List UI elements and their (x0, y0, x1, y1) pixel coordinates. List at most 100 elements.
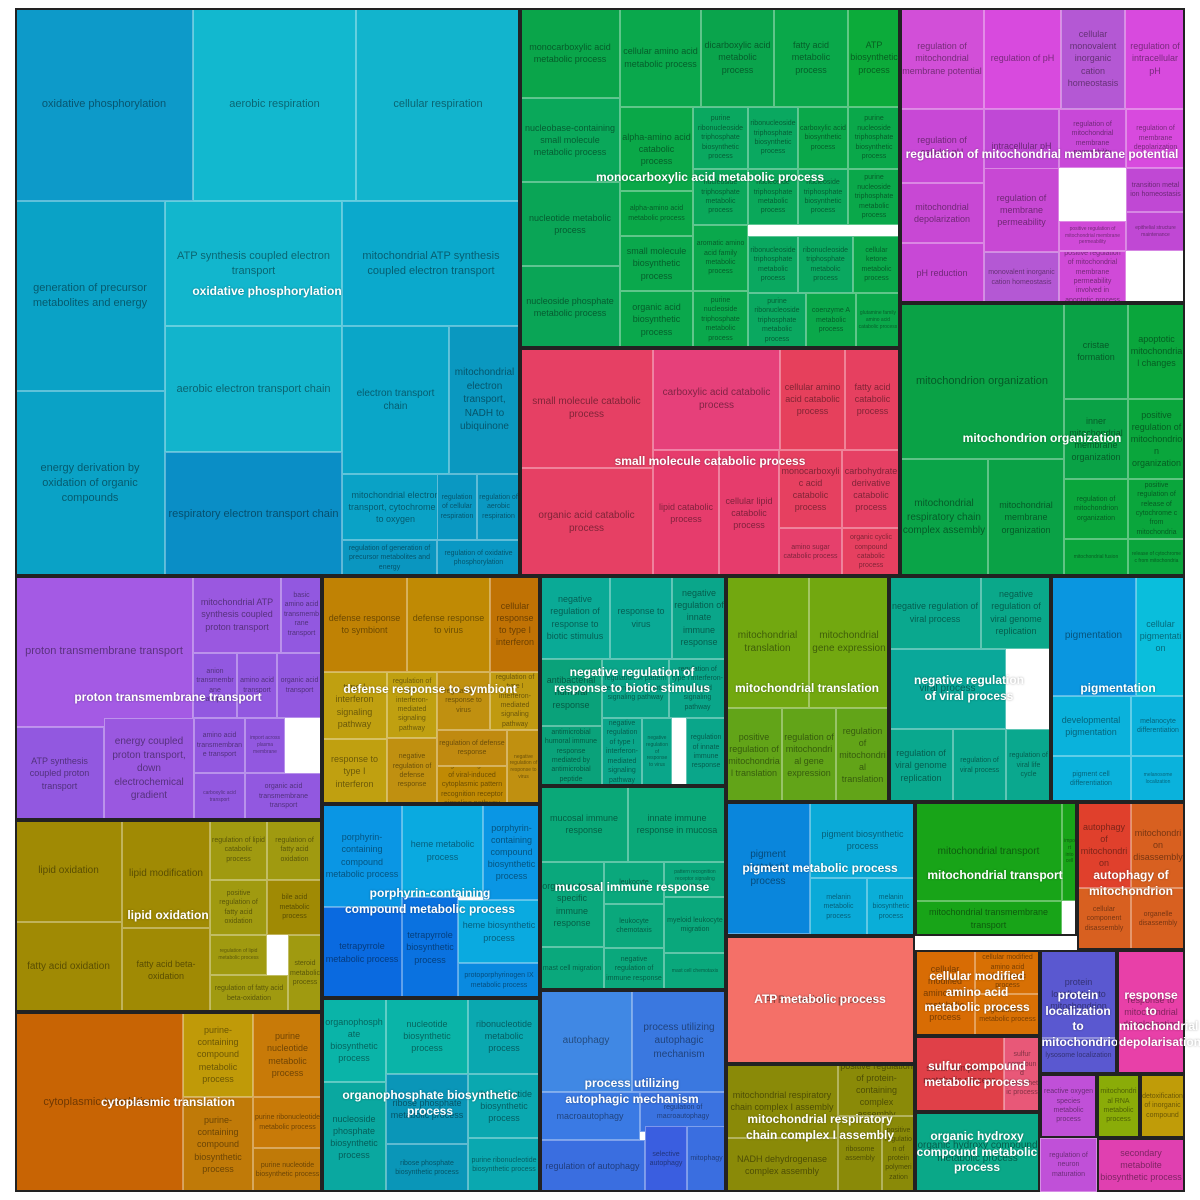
treemap-tile-fatty-acid-oxidation: fatty acid oxidation (15, 922, 122, 1012)
treemap-tile-fatty-acid-catabolic-process: fatty acid catabolic process (845, 348, 900, 450)
treemap-tile-mitochondrial-electron-transport-nadh-to-ubiquinone: mitochondrial electron transport, NADH t… (449, 326, 520, 474)
treemap-tile-fatty-acid-metabolic-process: fatty acid metabolic process (774, 8, 848, 107)
tile-label: ribose phosphate biosynthetic process (395, 1159, 459, 1176)
treemap-tile-cellular-modified-amino-acid-biosynthetic-process: cellular modified amino acid biosyntheti… (975, 950, 1040, 994)
tile-label: ribonucleoside triphosphate biosynthetic… (750, 120, 796, 156)
treemap-tile-bile-acid-metabolic-process: bile acid metabolic process (267, 880, 322, 935)
treemap-tile-alpha-amino-acid-metabolic-process: alpha-amino acid metabolic process (620, 191, 693, 236)
treemap-tile-negative-regulation-of-viral-genome-replication: negative regulation of viral genome repl… (981, 576, 1051, 649)
treemap-tile-pigment-biosynthetic-process: pigment biosynthetic process (810, 802, 915, 878)
treemap-tile-secondary-metabolite-biosynthetic-process: secondary metabolite biosynthetic proces… (1097, 1138, 1185, 1192)
treemap-tile-selective-autophagy: selective autophagy (645, 1126, 687, 1192)
tile-label: regulation of autophagy (545, 1160, 640, 1171)
tile-label: generation of precursor metabolites and … (32, 282, 148, 309)
treemap-tile-cristae-formation: cristae formation (1064, 303, 1128, 399)
tile-label: myeloid leukocyte migration (667, 916, 723, 933)
treemap-tile-ribose-phosphate-biosynthetic-process: ribose phosphate biosynthetic process (386, 1144, 468, 1192)
treemap-tile-regulation-of-fatty-acid-oxidation: regulation of fatty acid oxidation (267, 820, 322, 880)
treemap-tile-apoptotic-mitochondrial-changes: apoptotic mitochondrial changes (1128, 303, 1185, 399)
treemap-tile-innate-immune-response-in-mucosa: innate immune response in mucosa (628, 786, 726, 862)
tile-label: import across plasma membrane (249, 735, 280, 755)
treemap-tile-aerobic-electron-transport-chain: aerobic electron transport chain (165, 326, 342, 452)
treemap-tile-basic-amino-acid-transmembrane-transport: basic amino acid transmembrane transport (281, 576, 322, 653)
treemap-tile-regulation-of-intracellular-ph: regulation of intracellular pH (1125, 8, 1185, 109)
treemap-tile-ribose-phosphate-metabolic-process: ribose phosphate metabolic process (386, 1074, 468, 1144)
tile-label: fatty acid beta-oxidation (136, 958, 196, 981)
tile-label: pigment cell differentiation (1070, 770, 1112, 787)
tile-label: respiratory electron transport chain (168, 507, 339, 520)
treemap-tile-mitochondrial-respiratory-chain-complex-assembly: mitochondrial respiratory chain complex … (900, 459, 988, 576)
treemap-tile-regulation-of-mitochondrial-membrane-potential: regulation of mitochondrial membrane pot… (900, 8, 984, 109)
treemap-tile-viral-process: viral process (889, 649, 1006, 729)
tile-label: regulation of mitochondrial translation (839, 725, 886, 785)
tile-label: negative regulation of innate immune res… (674, 588, 724, 647)
tile-label: ribonucleotide biosynthetic process (475, 1088, 533, 1124)
tile-label: cellular amino acid catabolic process (784, 381, 841, 417)
treemap-tile-regulation-of-neuron-maturation: regulation of neuron maturation (1040, 1138, 1097, 1192)
tile-label: proton transmembrane transport (25, 645, 183, 658)
tile-label: process utilizing autophagic mechanism (643, 1021, 715, 1060)
treemap-tile-regulation-of-mitochondrial-gene-expression: regulation of mitochondrial gene express… (782, 708, 836, 802)
treemap-tile-aerobic-respiration: aerobic respiration (193, 8, 356, 201)
tile-label: response to type I interferon (330, 754, 379, 789)
tile-label: negative regulation of defense response (392, 753, 432, 789)
treemap-tile-negative-regulation-of-response-to-virus: negative regulation of response to virus (642, 718, 672, 786)
treemap-tile-electron-transport-chain: electron transport chain (342, 326, 449, 474)
tile-label: fatty acid catabolic process (854, 381, 891, 417)
tile-label: carboxylic acid catabolic process (662, 386, 771, 412)
tile-label: inner mitochondrial membrane organizatio… (1069, 415, 1123, 463)
tile-label: reactive oxygen species metabolic proces… (1043, 1088, 1094, 1124)
treemap-tile-ribonucleoside-triphosphate-metabolic-process: ribonucleoside triphosphate metabolic pr… (748, 236, 798, 293)
treemap-tile-small-molecule-catabolic-process: small molecule catabolic process (520, 348, 653, 468)
treemap-tile-atp-synthesis-coupled-electron-transport: ATP synthesis coupled electron transport (165, 201, 342, 326)
tile-label: mitochondrial gene expression (812, 629, 886, 655)
treemap-tile-nucleoside-phosphate-biosynthetic-process: nucleoside phosphate biosynthetic proces… (322, 1082, 386, 1192)
tile-label: transition metal ion homeostasis (1130, 181, 1181, 198)
treemap-tile-melanosome-localization: melanosome localization (1131, 756, 1185, 802)
tile-label: mitochondrion organization (915, 374, 1049, 387)
treemap-tile-purine-containing-compound-biosynthetic-process: purine-containing compound biosynthetic … (183, 1097, 253, 1192)
tile-label: bile acid metabolic process (279, 894, 310, 921)
treemap-tile-cytoplasmic-translation: cytoplasmic translation (15, 1012, 183, 1192)
treemap-tile-energy-coupled-proton-transport-down-electrochemical-gradient: energy coupled proton transport, down el… (104, 718, 194, 820)
tile-label: positive regulation of mitochondrion org… (1130, 409, 1183, 469)
tile-label: energy derivation by oxidation of organi… (40, 462, 140, 504)
tile-label: organic acid catabolic process (538, 509, 635, 535)
treemap-tile-nadh-dehydrogenase-complex-assembly: NADH dehydrogenase complex assembly (726, 1138, 838, 1192)
treemap-tile-organic-cyclic-compound-catabolic-process: organic cyclic compound catabolic proces… (842, 528, 900, 576)
treemap-tile-alpha-amino-acid-catabolic-process: alpha-amino acid catabolic process (620, 107, 693, 191)
tile-label: regulation of cellular respiration (440, 493, 474, 520)
treemap-tile-purine-nucleoside-triphosphate-metabolic-process: purine nucleoside triphosphate metabolic… (848, 169, 900, 225)
tile-label: cellular modified amino acid biosyntheti… (982, 954, 1033, 990)
tile-label: sulfur compound metabolic process (923, 1062, 996, 1085)
tile-label: purine-containing compound metabolic pro… (196, 1025, 240, 1084)
treemap-tile-glutathione-metabolic-process: glutathione metabolic process (975, 994, 1040, 1036)
treemap-tile-release-of-cytochrome-c-from-mitochondria: release of cytochrome c from mitochondri… (1128, 539, 1185, 576)
tile-label: pigmentation (1064, 630, 1123, 642)
treemap-tile-mast-cell-chemotaxis: mast cell chemotaxis (664, 953, 726, 990)
tile-label: nucleotide biosynthetic process (403, 1018, 451, 1054)
tile-label: regulation of cellular pH (917, 134, 967, 157)
treemap-tile-ribonucleoside-triphosphate-biosynthetic-process: ribonucleoside triphosphate biosynthetic… (748, 107, 798, 169)
tile-label: mast cell migration (542, 964, 602, 972)
tile-label: positive regulation of mitochondrial mem… (1064, 251, 1121, 303)
treemap-tile-regulation-of-mitochondrial-membrane-permeability: regulation of mitochondrial membrane per… (1059, 109, 1126, 168)
tile-label: alpha-amino acid metabolic process (628, 205, 685, 222)
tile-label: nucleoside phosphate biosynthetic proces… (330, 1113, 378, 1161)
treemap-tile-reactive-oxygen-species-metabolic-process: reactive oxygen species metabolic proces… (1040, 1074, 1097, 1138)
treemap-tile-regulation-of-macroautophagy: regulation of macroautophagy (640, 1092, 726, 1132)
tile-label: response to virus (617, 606, 665, 629)
treemap-tile-tetrapyrrole-metabolic-process: tetrapyrrole metabolic process (322, 907, 402, 998)
tile-label: macroautophagy (556, 1110, 624, 1121)
treemap-tile-amino-acid-transport: amino acid transport (237, 653, 277, 718)
treemap-tile-pigmentation: pigmentation (1051, 576, 1136, 696)
treemap-tile-response-to-virus: response to virus (610, 576, 672, 659)
tile-label: cellular pigmentation (1139, 618, 1182, 654)
treemap-tile-cellular-response-to-type-i-interferon: cellular response to type I interferon (490, 576, 540, 672)
treemap-tile-proton-transmembrane-transport: proton transmembrane transport (15, 576, 193, 727)
treemap-tile-regulation-of-fatty-acid-beta-oxidation: regulation of fatty acid beta-oxidation (210, 975, 288, 1012)
treemap-tile-regulation-of-mitochondrion-organization: regulation of mitochondrion organization (1064, 479, 1128, 539)
treemap-tile-organophosphate-biosynthetic-process: organophosphate biosynthetic process (322, 998, 386, 1082)
tile-label: pH reduction (916, 267, 968, 278)
tile-label: intracellular pH (991, 140, 1052, 151)
